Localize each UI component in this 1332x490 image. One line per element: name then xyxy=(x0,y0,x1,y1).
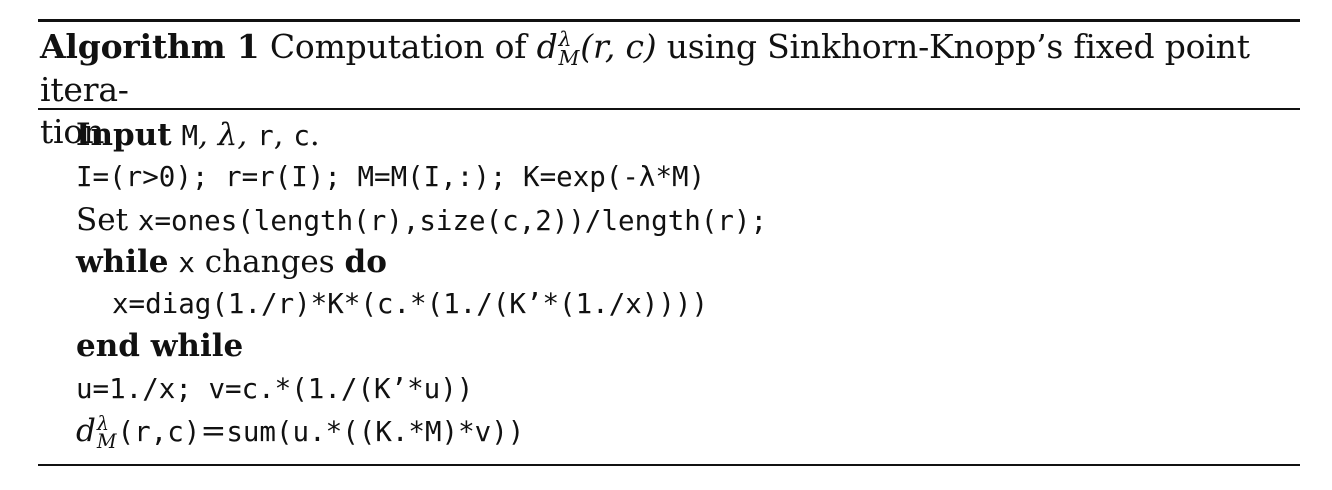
algorithm-caption: Algorithm 1 Computation of d λ M (r, c) usi… xyxy=(40,26,1298,153)
set-line: Set x=ones(length(r),size(c,2))/length(r… xyxy=(76,201,768,238)
uv-line: u=1./x; v=c.*(1./(K’*u)) xyxy=(76,372,474,405)
caption-rule xyxy=(38,108,1300,110)
algorithm-body: Input M, λ, r, c. I=(r>0); r=r(I); M=M(I… xyxy=(76,114,1276,452)
caption-text-after: using Sinkhorn-Knopp’s fixed point itera… xyxy=(40,27,1250,109)
top-rule xyxy=(38,19,1300,22)
init-line: I=(r>0); r=r(I); M=M(I,:); K=exp(-λ*M) xyxy=(76,161,706,194)
input-line: Input M, λ, r, c. xyxy=(76,117,320,153)
caption-text-wrap: tion xyxy=(40,111,105,151)
while-line: while x changes do xyxy=(76,243,387,280)
caption-text-before: Computation of xyxy=(269,27,527,66)
result-line: d λ M (r,c)=sum(u.*((K.*M)*v)) xyxy=(76,411,525,453)
update-line: x=diag(1./r)*K*(c.*(1./(K’*(1./x)))) xyxy=(112,288,709,321)
end-while-line: end while xyxy=(76,328,244,365)
distance-args: (r, c) xyxy=(580,27,657,66)
bottom-rule xyxy=(38,464,1300,466)
algorithm-label: Algorithm 1 xyxy=(40,27,260,66)
